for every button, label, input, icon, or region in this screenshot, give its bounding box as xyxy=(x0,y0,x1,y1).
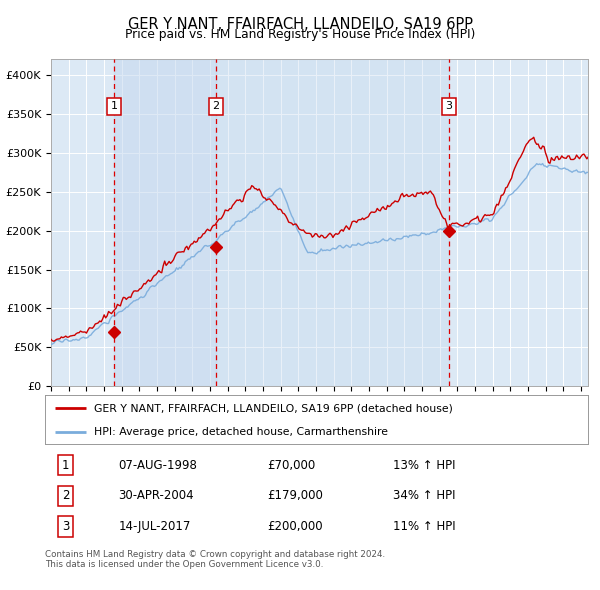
Bar xyxy=(216,59,449,386)
Text: 2: 2 xyxy=(212,101,220,112)
Text: Price paid vs. HM Land Registry's House Price Index (HPI): Price paid vs. HM Land Registry's House … xyxy=(125,28,475,41)
Text: 13% ↑ HPI: 13% ↑ HPI xyxy=(392,458,455,471)
Text: 30-APR-2004: 30-APR-2004 xyxy=(118,489,194,503)
Text: 1: 1 xyxy=(111,101,118,112)
Text: £179,000: £179,000 xyxy=(268,489,323,503)
Text: £200,000: £200,000 xyxy=(268,520,323,533)
Text: Contains HM Land Registry data © Crown copyright and database right 2024.
This d: Contains HM Land Registry data © Crown c… xyxy=(45,550,385,569)
Text: 3: 3 xyxy=(62,520,70,533)
Text: 1: 1 xyxy=(62,458,70,471)
Text: GER Y NANT, FFAIRFACH, LLANDEILO, SA19 6PP: GER Y NANT, FFAIRFACH, LLANDEILO, SA19 6… xyxy=(128,17,473,31)
Text: HPI: Average price, detached house, Carmarthenshire: HPI: Average price, detached house, Carm… xyxy=(94,427,388,437)
Text: 11% ↑ HPI: 11% ↑ HPI xyxy=(392,520,455,533)
Text: 14-JUL-2017: 14-JUL-2017 xyxy=(118,520,191,533)
Bar xyxy=(114,59,216,386)
Text: 07-AUG-1998: 07-AUG-1998 xyxy=(118,458,197,471)
Text: 34% ↑ HPI: 34% ↑ HPI xyxy=(392,489,455,503)
Text: £70,000: £70,000 xyxy=(268,458,316,471)
Text: 2: 2 xyxy=(62,489,70,503)
Text: 3: 3 xyxy=(446,101,452,112)
Text: GER Y NANT, FFAIRFACH, LLANDEILO, SA19 6PP (detached house): GER Y NANT, FFAIRFACH, LLANDEILO, SA19 6… xyxy=(94,404,453,414)
